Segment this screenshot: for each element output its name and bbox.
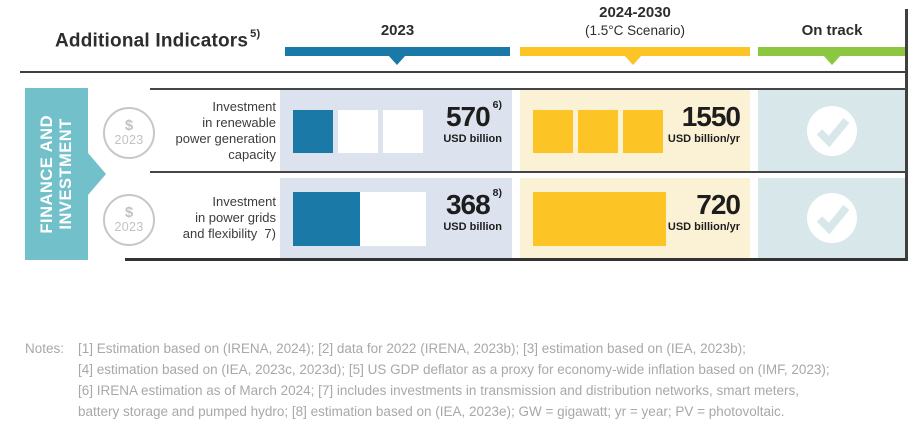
table-bottom-border [125, 258, 906, 261]
value-unit: USD billion/yr [667, 133, 740, 145]
square-empty [383, 110, 423, 153]
value-unit: USD billion [443, 221, 502, 233]
column-bar-scenario [520, 47, 750, 56]
square-filled [623, 110, 663, 153]
progress-bar-2023 [293, 192, 426, 246]
column-pointer-2023-icon [388, 55, 406, 65]
row-divider-middle [150, 171, 906, 173]
value-block-target: 720 USD billion/yr [667, 189, 741, 234]
badge-year: 2023 [114, 133, 144, 147]
notes-block: Notes: [1] Estimation based on (IRENA, 2… [25, 338, 905, 422]
year-dollar-badge: $ 2023 [103, 107, 155, 159]
cell-target-grid-investment: 720 USD billion/yr [520, 178, 750, 258]
notes-label: Notes: [25, 341, 65, 356]
column-header-2023: 2023 [285, 22, 510, 40]
column-pointer-ontrack-icon [823, 55, 841, 65]
page-title: Additional Indicators 5) [55, 28, 261, 52]
square-filled [533, 110, 573, 153]
row-divider-top [150, 88, 906, 90]
bar-fill [533, 192, 666, 246]
value-2023: 368 [445, 189, 491, 220]
value-unit: USD billion [443, 133, 502, 145]
value-2023: 570 [445, 101, 491, 132]
cell-2023-grid-investment: 368 8) USD billion [280, 178, 512, 258]
column-header-ontrack-label: On track [801, 22, 863, 39]
column-header-scenario-sublabel: (1.5°C Scenario) [585, 23, 685, 38]
column-bar-ontrack [758, 47, 906, 56]
square-empty [338, 110, 378, 153]
value-footnote: 6) [492, 98, 502, 111]
page-title-text: Additional Indicators [55, 30, 249, 52]
column-header-ontrack: On track [758, 22, 906, 40]
page-title-footnote: 5) [250, 28, 261, 40]
value-target: 1550 [681, 101, 741, 132]
value-footnote: 8) [492, 186, 502, 199]
square-filled [293, 110, 333, 153]
cell-ontrack-renewable-investment [758, 90, 905, 171]
row-label-renewable-investment: Investment in renewable power generation… [175, 99, 276, 162]
square-filled [578, 110, 618, 153]
right-border-line [905, 9, 908, 261]
notes-text: [1] Estimation based on (IRENA, 2024); [… [78, 341, 830, 419]
column-pointer-scenario-icon [624, 55, 642, 65]
dollar-icon: $ [124, 204, 134, 221]
category-sidebar-label: FINANCE AND INVESTMENT [37, 114, 75, 234]
value-block-target: 1550 USD billion/yr [667, 101, 741, 146]
value-block-2023: 368 8) USD billion [443, 187, 502, 233]
column-header-scenario-label: 2024-2030 [599, 4, 671, 21]
column-header-scenario: 2024-2030 (1.5°C Scenario) [520, 4, 750, 39]
cell-target-renewable-investment: 1550 USD billion/yr [520, 90, 750, 171]
cell-ontrack-grid-investment [758, 178, 905, 258]
header-divider [20, 71, 908, 73]
category-sidebar-arrow-icon [88, 153, 106, 195]
column-header-2023-label: 2023 [380, 22, 415, 39]
check-icon [806, 105, 857, 156]
progress-bar-target [533, 192, 666, 246]
category-sidebar-finance-and-investment: FINANCE AND INVESTMENT [25, 88, 88, 260]
dollar-icon: $ [124, 117, 134, 134]
check-icon [806, 193, 857, 243]
cell-2023-renewable-investment: 570 6) USD billion [280, 90, 512, 171]
value-unit: USD billion/yr [667, 221, 740, 233]
column-bar-2023 [285, 47, 510, 56]
value-target: 720 [696, 189, 741, 220]
badge-year: 2023 [114, 220, 144, 234]
progress-squares-2023 [293, 110, 423, 153]
row-label-grid-investment: Investment in power grids and flexibilit… [182, 194, 276, 241]
bar-fill [293, 192, 360, 246]
value-block-2023: 570 6) USD billion [443, 99, 502, 145]
year-dollar-badge: $ 2023 [103, 194, 155, 246]
progress-squares-target [533, 110, 663, 153]
